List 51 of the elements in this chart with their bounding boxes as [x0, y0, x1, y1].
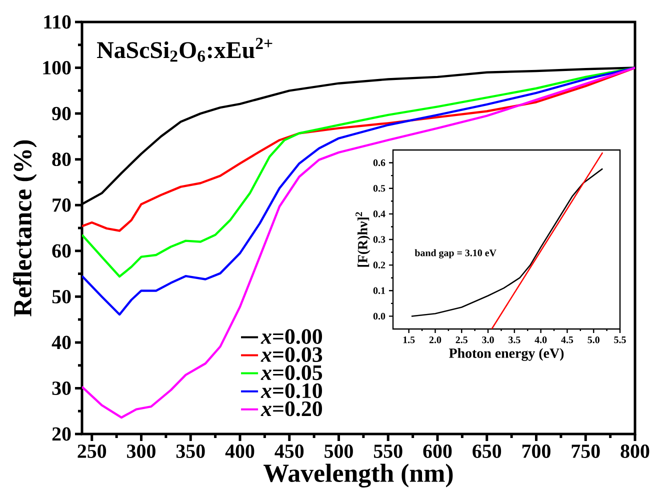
x-tick-label: 1.5: [403, 336, 415, 344]
y-tick-label: 70: [52, 198, 71, 212]
y-tick-label: 0.1: [373, 287, 385, 294]
x-tick-label: 800: [620, 444, 650, 458]
y-tick-label: 0.0: [373, 312, 386, 320]
line-series: [82, 66, 636, 278]
legend-label: x=0.05: [260, 365, 322, 380]
x-tick-label: 3.0: [482, 336, 494, 344]
x-tick-label: 450: [274, 444, 304, 458]
x-tick-label: 250: [78, 444, 106, 458]
y-axis-title: Reflectance (%): [13, 140, 37, 316]
x-tick-label: 300: [127, 444, 156, 458]
y-tick-label: 60: [52, 244, 71, 258]
x-tick-label: 500: [324, 444, 353, 458]
x-tick-label: 5.0: [588, 336, 600, 344]
x-tick-label: 550: [374, 444, 402, 458]
annotation: band gap = 3.10 eV: [414, 249, 496, 258]
y-tick-label: 20: [52, 427, 71, 441]
x-tick-label: 400: [225, 444, 254, 458]
text: NaScSi$_{2}$O$_{6}$:xEu$^{2+}$: [97, 38, 272, 62]
x-tick-label: 350: [176, 444, 205, 458]
x-tick-label: 700: [522, 444, 550, 458]
x-tick-label: 2.5: [456, 336, 468, 344]
y-tick-label: 90: [52, 106, 71, 120]
x-tick-label: 3.5: [508, 336, 520, 344]
y-tick-label: 80: [52, 152, 71, 166]
x-tick-label: 2.0: [429, 336, 442, 344]
y-tick-label: 0.5: [373, 184, 386, 192]
y-tick-label: 40: [52, 336, 71, 350]
x-tick-label: 4.0: [534, 336, 547, 344]
y-tick-label: 0.6: [373, 159, 386, 166]
x-tick-label: 600: [423, 444, 452, 458]
legend-label: x=0.00: [260, 329, 322, 344]
y-tick-label: 50: [52, 290, 71, 304]
line-series: [410, 168, 604, 317]
legend-label: x=0.10: [260, 383, 322, 398]
x-tick-label: 4.5: [561, 336, 574, 344]
x-axis-title: Photon energy (eV): [449, 348, 564, 361]
y-tick-label: 100: [43, 61, 71, 74]
y-axis-title: [F(R)hν]$^{2}$: [356, 212, 370, 267]
y-tick-label: 30: [52, 382, 71, 395]
y-tick-label: 110: [44, 15, 71, 29]
y-tick-label: 0.3: [373, 236, 386, 243]
y-tick-label: 0.4: [373, 210, 386, 218]
legend-label: x=0.03: [260, 347, 322, 362]
x-tick-label: 5.5: [614, 336, 626, 344]
x-tick-label: 650: [472, 444, 502, 458]
legend-label: x=0.20: [260, 401, 322, 416]
x-tick-label: 750: [572, 444, 600, 458]
y-tick-label: 0.2: [373, 262, 386, 268]
x-axis-title: Wavelength (nm): [264, 464, 453, 488]
